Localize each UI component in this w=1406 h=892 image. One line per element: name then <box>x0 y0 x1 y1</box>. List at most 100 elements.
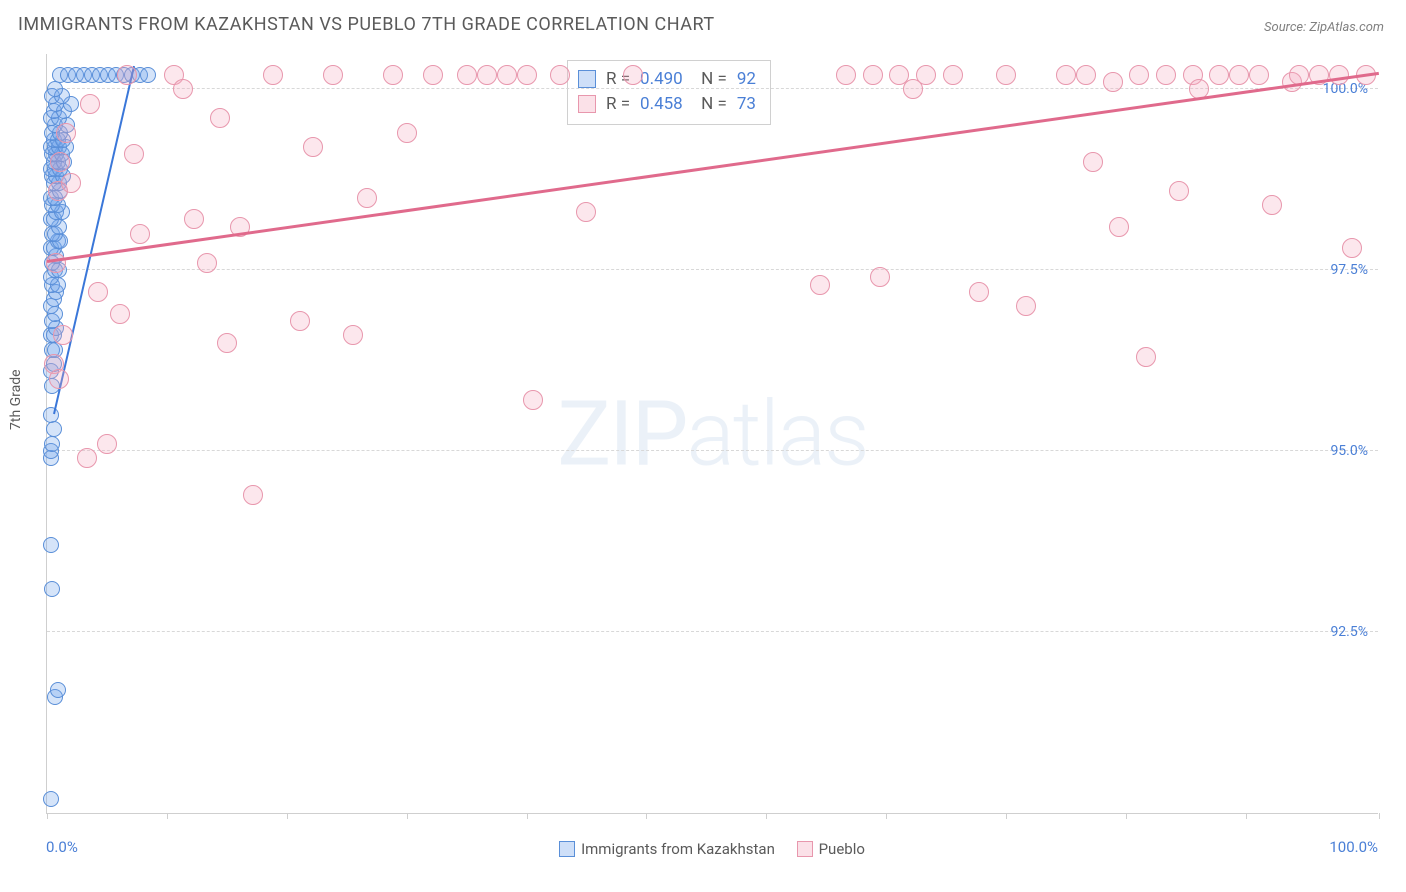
scatter-point <box>50 152 70 172</box>
legend-n-label: N = <box>693 92 727 117</box>
watermark: ZIPatlas <box>557 381 867 486</box>
scatter-point <box>1056 65 1076 85</box>
scatter-point <box>836 65 856 85</box>
gridline-horizontal <box>47 269 1378 270</box>
y-axis-label: 7th Grade <box>8 369 24 430</box>
x-tick <box>527 813 528 819</box>
scatter-point <box>343 325 363 345</box>
scatter-point <box>1229 65 1249 85</box>
scatter-point <box>397 123 417 143</box>
x-tick <box>167 813 168 819</box>
scatter-point <box>173 79 193 99</box>
legend-r-value-pink: 0.458 <box>640 92 683 117</box>
scatter-point <box>43 791 59 807</box>
x-tick <box>886 813 887 819</box>
legend-label-blue: Immigrants from Kazakhstan <box>581 840 775 858</box>
scatter-point <box>77 448 97 468</box>
scatter-point <box>110 304 130 324</box>
x-tick <box>1246 813 1247 819</box>
scatter-point <box>383 65 403 85</box>
scatter-point <box>290 311 310 331</box>
scatter-point <box>46 253 66 273</box>
legend-swatch-pink <box>578 95 596 113</box>
scatter-point <box>576 202 596 222</box>
scatter-point <box>1169 181 1189 201</box>
scatter-point <box>1109 217 1129 237</box>
legend-swatch-pink <box>797 841 813 857</box>
legend-label-pink: Pueblo <box>819 840 865 858</box>
scatter-point <box>243 485 263 505</box>
scatter-point <box>61 173 81 193</box>
scatter-point <box>810 275 830 295</box>
gridline-horizontal <box>47 88 1378 89</box>
chart-title: IMMIGRANTS FROM KAZAKHSTAN VS PUEBLO 7TH… <box>18 14 715 35</box>
scatter-point <box>197 253 217 273</box>
scatter-point <box>53 325 73 345</box>
scatter-point <box>523 390 543 410</box>
scatter-point <box>1262 195 1282 215</box>
scatter-point <box>1156 65 1176 85</box>
x-tick <box>646 813 647 819</box>
scatter-point <box>550 65 570 85</box>
scatter-point <box>56 123 76 143</box>
legend-stats-box: R = 0.490 N = 92 R = 0.458 N = 73 <box>567 60 771 125</box>
scatter-point <box>497 65 517 85</box>
scatter-point <box>43 537 59 553</box>
scatter-point <box>916 65 936 85</box>
scatter-point <box>1103 72 1123 92</box>
scatter-point <box>1209 65 1229 85</box>
scatter-point <box>217 333 237 353</box>
watermark-atlas: atlas <box>686 381 867 486</box>
scatter-point <box>517 65 537 85</box>
scatter-point <box>969 282 989 302</box>
scatter-point <box>140 67 156 83</box>
x-tick <box>287 813 288 819</box>
scatter-point <box>1083 152 1103 172</box>
scatter-point <box>423 65 443 85</box>
scatter-point <box>184 209 204 229</box>
scatter-point <box>623 65 643 85</box>
y-tick-label: 92.5% <box>1330 624 1368 640</box>
scatter-point <box>1342 238 1362 258</box>
x-tick <box>1379 813 1380 819</box>
watermark-zip: ZIP <box>557 381 686 486</box>
legend-swatch-blue <box>559 841 575 857</box>
scatter-point <box>1129 65 1149 85</box>
x-tick <box>47 813 48 819</box>
scatter-point <box>47 81 63 97</box>
legend-n-value-pink: 73 <box>737 92 756 117</box>
y-tick-label: 95.0% <box>1330 443 1368 459</box>
legend-stats-row: R = 0.458 N = 73 <box>578 92 756 117</box>
scatter-point <box>44 436 60 452</box>
x-tick <box>766 813 767 819</box>
scatter-point <box>97 434 117 454</box>
scatter-point <box>1249 65 1269 85</box>
scatter-point <box>1076 65 1096 85</box>
scatter-point <box>477 65 497 85</box>
scatter-point <box>80 94 100 114</box>
scatter-point <box>263 65 283 85</box>
source-attribution: Source: ZipAtlas.com <box>1264 20 1384 35</box>
scatter-point <box>323 65 343 85</box>
scatter-point <box>44 581 60 597</box>
scatter-point <box>863 65 883 85</box>
scatter-point <box>1136 347 1156 367</box>
y-tick-label: 97.5% <box>1330 262 1368 278</box>
x-tick <box>1006 813 1007 819</box>
x-tick <box>407 813 408 819</box>
scatter-point <box>117 65 137 85</box>
scatter-point <box>210 108 230 128</box>
legend-r-label: R = <box>606 92 630 117</box>
scatter-point <box>870 267 890 287</box>
scatter-point <box>943 65 963 85</box>
scatter-point <box>46 421 62 437</box>
scatter-point <box>457 65 477 85</box>
x-tick <box>1126 813 1127 819</box>
scatter-point <box>1016 296 1036 316</box>
scatter-point <box>130 224 150 244</box>
gridline-horizontal <box>47 450 1378 451</box>
scatter-point <box>88 282 108 302</box>
gridline-horizontal <box>47 631 1378 632</box>
scatter-point <box>303 137 323 157</box>
scatter-point <box>124 144 144 164</box>
